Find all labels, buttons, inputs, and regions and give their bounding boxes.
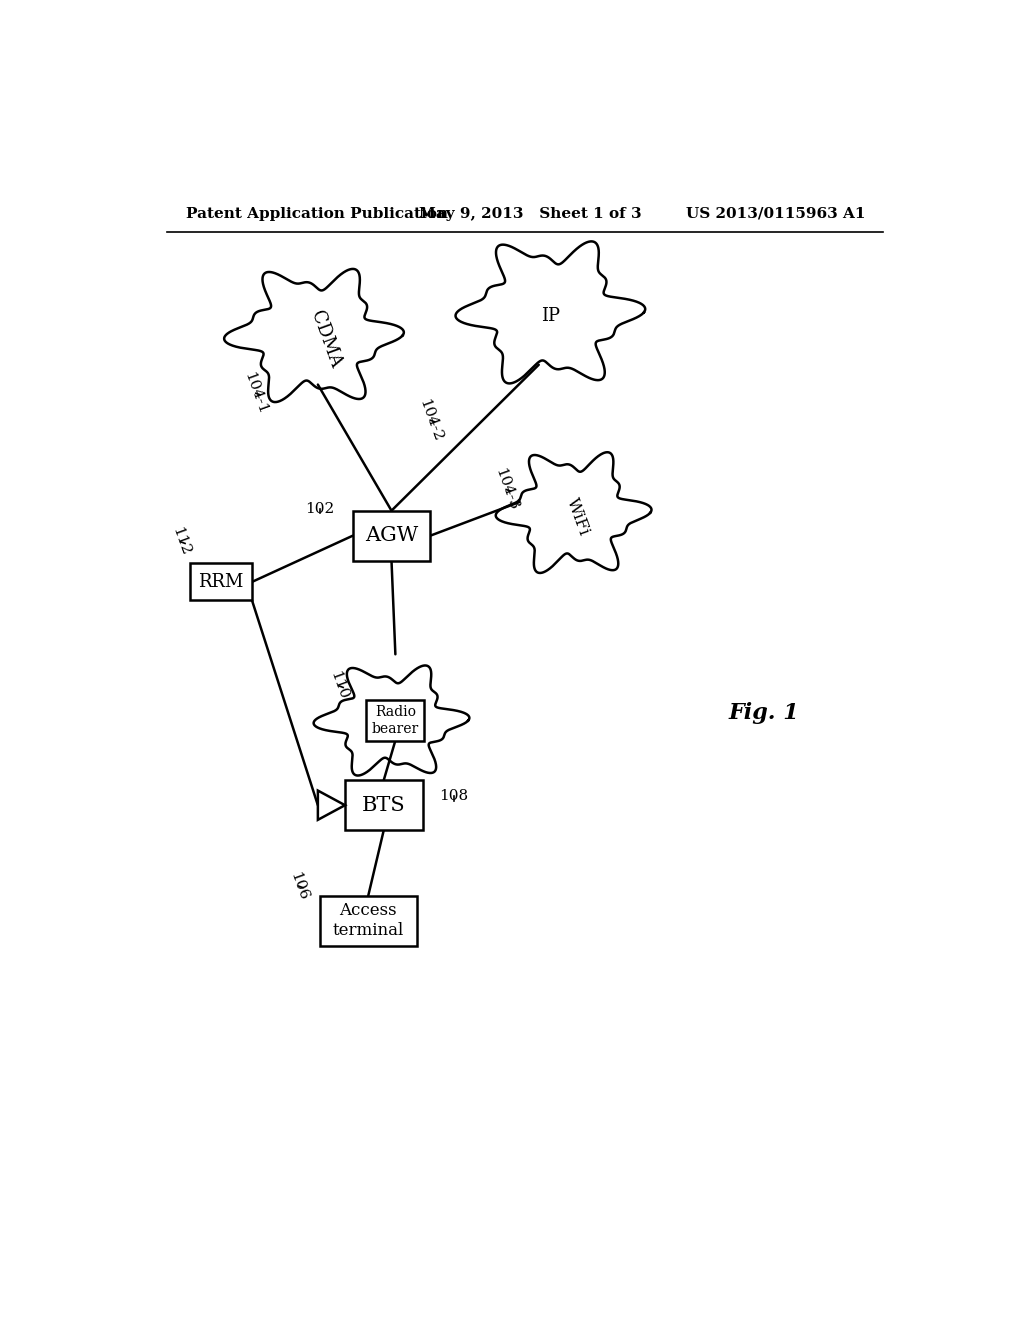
Polygon shape <box>456 242 645 383</box>
Text: BTS: BTS <box>361 796 406 814</box>
Polygon shape <box>317 791 345 820</box>
Text: 112: 112 <box>169 525 193 558</box>
Text: IP: IP <box>541 308 560 325</box>
Text: Patent Application Publication: Patent Application Publication <box>186 207 449 220</box>
Text: 104-3: 104-3 <box>493 466 520 512</box>
Text: 110: 110 <box>328 669 350 702</box>
Text: 104-1: 104-1 <box>242 370 270 416</box>
Bar <box>345 780 423 830</box>
Bar <box>319 896 417 945</box>
Text: 102: 102 <box>305 502 335 516</box>
Polygon shape <box>224 269 403 403</box>
Bar <box>367 701 424 741</box>
Text: Access
terminal: Access terminal <box>333 903 403 939</box>
Text: CDMA: CDMA <box>307 309 344 371</box>
Polygon shape <box>313 665 469 776</box>
Polygon shape <box>496 453 651 573</box>
Text: Radio
bearer: Radio bearer <box>372 705 419 735</box>
Text: May 9, 2013   Sheet 1 of 3: May 9, 2013 Sheet 1 of 3 <box>419 207 641 220</box>
Bar <box>352 511 430 561</box>
Text: WiFi: WiFi <box>563 495 592 537</box>
Text: 108: 108 <box>439 789 468 803</box>
Text: 106: 106 <box>287 870 310 902</box>
Text: Fig. 1: Fig. 1 <box>728 702 799 723</box>
Text: US 2013/0115963 A1: US 2013/0115963 A1 <box>686 207 865 220</box>
Text: RRM: RRM <box>199 573 244 591</box>
Text: AGW: AGW <box>365 527 418 545</box>
Bar <box>190 564 252 601</box>
Text: 104-2: 104-2 <box>416 397 444 444</box>
